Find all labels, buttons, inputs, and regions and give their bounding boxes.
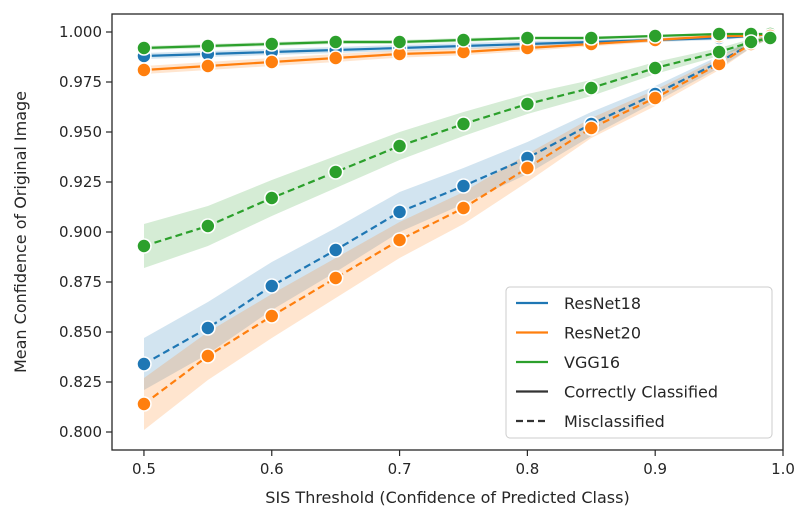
point-resnet20-correct [263, 54, 280, 70]
series-lines [143, 32, 771, 405]
point-resnet18-misclassified [200, 320, 216, 336]
x-tick-label: 0.8 [515, 460, 539, 478]
point-resnet18-misclassified [391, 204, 408, 220]
band-resnet20-misclassified [144, 34, 771, 430]
point-vgg16-misclassified [263, 190, 280, 206]
point-vgg16-correct [391, 34, 408, 50]
point-resnet20-correct [136, 62, 152, 78]
point-resnet18-misclassified [327, 242, 344, 258]
point-vgg16-misclassified [583, 80, 600, 96]
point-vgg16-correct [263, 36, 280, 52]
point-vgg16-misclassified [455, 116, 472, 132]
band-vgg16-misclassified [144, 36, 771, 268]
point-resnet20-misclassified [583, 120, 600, 136]
x-axis-ticks: 0.5 0.6 0.7 0.8 0.9 1.0 [132, 450, 795, 478]
y-tick-label: 0.925 [59, 173, 102, 191]
point-vgg16-misclassified [519, 96, 536, 112]
legend-box [505, 286, 773, 439]
point-vgg16-correct [200, 38, 216, 54]
y-tick-label: 0.975 [59, 73, 102, 91]
point-vgg16-correct [647, 28, 663, 44]
legend-label: VGG16 [564, 353, 620, 372]
point-vgg16-correct [583, 30, 600, 46]
legend-label: ResNet18 [564, 294, 641, 313]
line-resnet18-misclassified [143, 34, 771, 365]
y-axis-ticks: 0.800 0.825 0.850 0.875 0.900 0.925 0.950 0.975… [59, 23, 112, 441]
point-resnet20-misclassified [327, 270, 344, 286]
y-tick-label: 0.950 [59, 123, 102, 141]
series-markers [136, 26, 779, 412]
point-resnet20-misclassified [647, 90, 663, 106]
point-resnet20-misclassified [455, 200, 472, 216]
point-resnet20-misclassified [136, 396, 152, 412]
point-vgg16-misclassified [200, 218, 216, 234]
band-resnet18-misclassified [144, 34, 771, 390]
y-tick-label: 0.850 [59, 323, 102, 341]
y-axis-label: Mean Confidence of Original Image [11, 91, 30, 373]
point-vgg16-misclassified [136, 238, 152, 254]
point-vgg16-correct [455, 32, 472, 48]
y-tick-label: 0.875 [59, 273, 102, 291]
legend-label: Misclassified [564, 412, 665, 431]
point-vgg16-correct [711, 26, 727, 42]
point-vgg16-misclassified [327, 164, 344, 180]
line-vgg16-misclassified [143, 36, 771, 248]
point-resnet20-correct [200, 58, 216, 74]
y-tick-label: 0.900 [59, 223, 102, 241]
point-resnet20-misclassified [519, 160, 536, 176]
x-tick-label: 1.0 [771, 460, 795, 478]
x-tick-label: 0.5 [132, 460, 156, 478]
x-tick-label: 0.7 [388, 460, 412, 478]
point-resnet20-misclassified [263, 308, 280, 324]
y-tick-label: 0.825 [59, 373, 102, 391]
legend: ResNet18 ResNet20 VGG16 Correctly Classifie… [505, 286, 773, 439]
x-tick-label: 0.9 [643, 460, 667, 478]
point-vgg16-misclassified [743, 34, 759, 50]
point-vgg16-correct [519, 30, 536, 46]
point-vgg16-misclassified [762, 30, 779, 46]
point-resnet18-misclassified [455, 178, 472, 194]
point-resnet18-misclassified [136, 356, 152, 372]
legend-label: Correctly Classified [564, 383, 718, 402]
point-vgg16-misclassified [647, 60, 663, 76]
x-axis-label: SIS Threshold (Confidence of Predicted C… [265, 488, 629, 507]
point-vgg16-correct [327, 34, 344, 50]
point-resnet18-misclassified [263, 278, 280, 294]
y-tick-label: 0.800 [59, 423, 102, 441]
point-resnet20-correct [327, 50, 344, 66]
point-resnet20-misclassified [391, 232, 408, 248]
point-resnet20-misclassified [200, 348, 216, 364]
point-vgg16-misclassified [711, 44, 727, 60]
point-vgg16-misclassified [391, 138, 408, 154]
y-tick-label: 1.000 [59, 23, 102, 41]
legend-label: ResNet20 [564, 324, 641, 343]
point-vgg16-correct [136, 40, 152, 56]
x-tick-label: 0.6 [260, 460, 284, 478]
